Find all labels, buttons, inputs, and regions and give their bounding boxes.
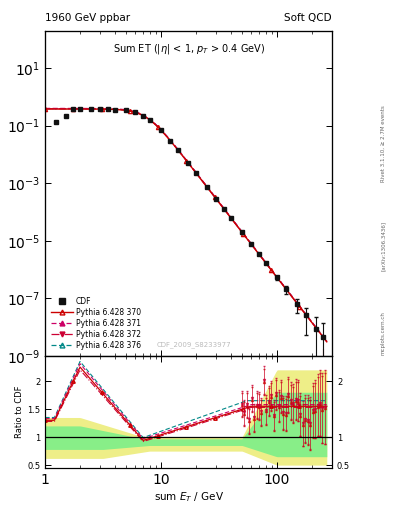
Text: Sum ET ($|\eta|$ < 1, $p_T$ > 0.4 GeV): Sum ET ($|\eta|$ < 1, $p_T$ > 0.4 GeV)	[112, 42, 265, 56]
Y-axis label: Ratio to CDF: Ratio to CDF	[15, 386, 24, 438]
Text: [arXiv:1306.3436]: [arXiv:1306.3436]	[381, 221, 386, 271]
Text: 1960 GeV ppbar: 1960 GeV ppbar	[45, 13, 130, 23]
Text: Soft QCD: Soft QCD	[285, 13, 332, 23]
Y-axis label: d$^3\sigma$ / dE$_T$ d$\eta$ d$\phi$ / (mb/GeV): d$^3\sigma$ / dE$_T$ d$\eta$ d$\phi$ / (…	[0, 136, 4, 250]
Legend: CDF, Pythia 6.428 370, Pythia 6.428 371, Pythia 6.428 372, Pythia 6.428 376: CDF, Pythia 6.428 370, Pythia 6.428 371,…	[49, 295, 143, 352]
Text: Rivet 3.1.10, ≥ 2.7M events: Rivet 3.1.10, ≥ 2.7M events	[381, 105, 386, 182]
X-axis label: sum $E_T$ / GeV: sum $E_T$ / GeV	[154, 490, 224, 504]
Text: mcplots.cern.ch: mcplots.cern.ch	[381, 311, 386, 355]
Text: CDF_2009_S8233977: CDF_2009_S8233977	[157, 341, 232, 348]
